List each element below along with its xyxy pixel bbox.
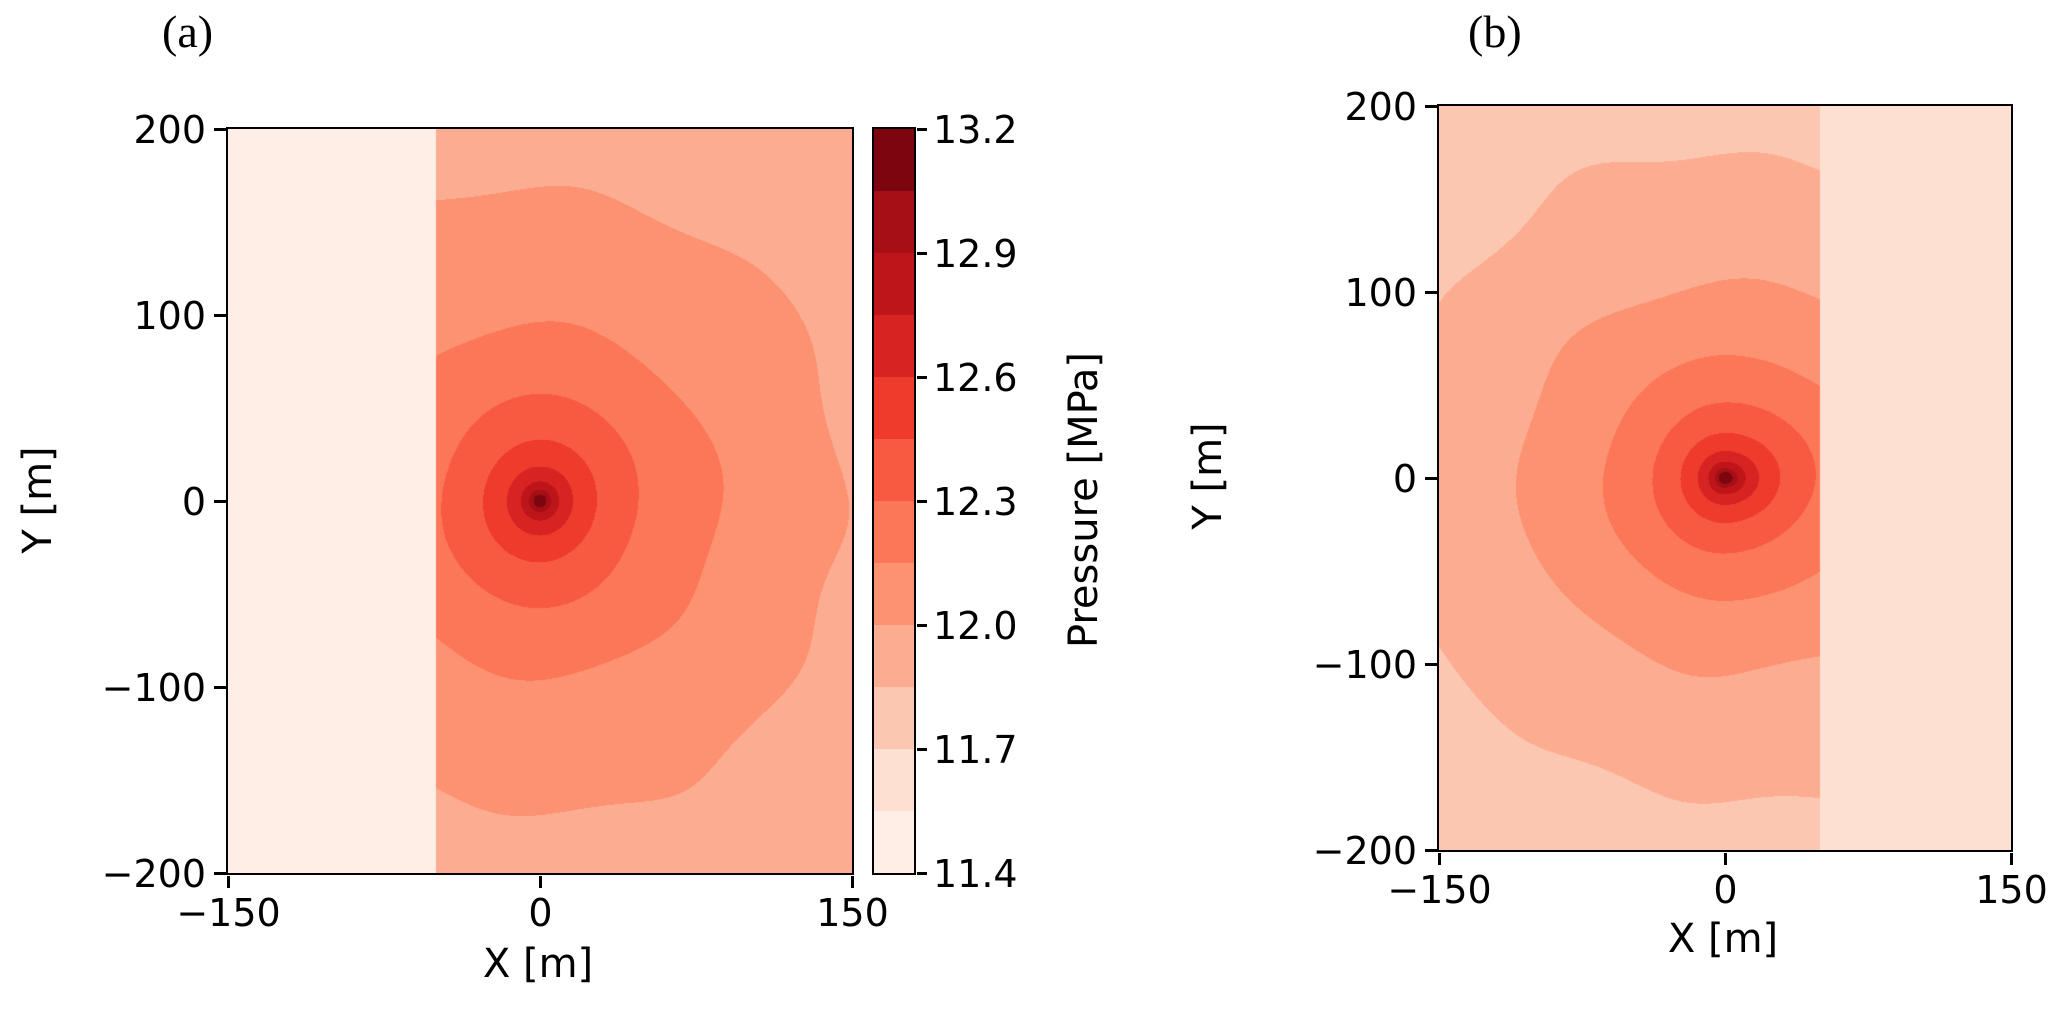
panel-a-axes (226, 127, 854, 875)
colorbar-band (874, 501, 914, 563)
colorbar-band (874, 439, 914, 501)
colorbar-tick-mark (917, 624, 927, 627)
y-tick-label: −200 (1312, 828, 1417, 873)
colorbar-band (874, 191, 914, 253)
colorbar-band (874, 687, 914, 749)
y-tick-label: −100 (101, 665, 206, 710)
y-tick-label: 200 (1344, 84, 1417, 129)
colorbar-band (874, 749, 914, 811)
y-tick-mark (214, 500, 226, 503)
x-tick-mark (1724, 853, 1727, 865)
y-tick-mark (214, 686, 226, 689)
y-tick-mark (1425, 291, 1437, 294)
x-tick-mark (539, 876, 542, 888)
colorbar-title: Pressure [MPa] (1061, 351, 1107, 649)
colorbar-tick-label: 11.7 (933, 727, 1018, 772)
y-tick-label: 100 (133, 293, 206, 338)
panel-a-label: (a) (162, 6, 214, 57)
colorbar-band (874, 377, 914, 439)
colorbar-tick-mark (917, 376, 927, 379)
colorbar-band (874, 625, 914, 687)
x-tick-label: 150 (816, 891, 889, 935)
x-tick-label: 0 (528, 891, 553, 935)
y-tick-label: 200 (133, 107, 206, 152)
colorbar-band (874, 253, 914, 315)
y-tick-mark (1425, 477, 1437, 480)
colorbar-band (874, 563, 914, 625)
colorbar (872, 127, 916, 875)
y-tick-label: 0 (181, 479, 206, 524)
y-tick-mark (214, 128, 226, 131)
colorbar-tick-mark (917, 252, 927, 255)
panel-a-contour-field (228, 129, 852, 873)
panel-b-axes (1437, 104, 2013, 852)
y-tick-label: −200 (101, 851, 206, 896)
y-tick-label: 0 (1392, 456, 1417, 501)
y-tick-mark (214, 314, 226, 317)
x-tick-label: 150 (1975, 868, 2048, 912)
colorbar-band (874, 811, 914, 873)
x-tick-label: −150 (176, 891, 281, 935)
panel-b-label: (b) (1468, 6, 1522, 57)
x-tick-mark (2010, 853, 2013, 865)
colorbar-tick-label: 11.4 (933, 851, 1018, 896)
y-tick-mark (1425, 663, 1437, 666)
colorbar-tick-mark (917, 500, 927, 503)
x-tick-mark (1438, 853, 1441, 865)
panel-a-yaxis-title: Y [m] (15, 446, 61, 554)
y-tick-label: −100 (1312, 642, 1417, 687)
colorbar-tick-label: 12.9 (933, 231, 1018, 276)
x-tick-label: −150 (1387, 868, 1492, 912)
x-tick-label: 0 (1713, 868, 1738, 912)
y-tick-mark (1425, 849, 1437, 852)
y-tick-mark (214, 872, 226, 875)
x-tick-mark (227, 876, 230, 888)
panel-b-xaxis-title: X [m] (1667, 916, 1779, 962)
colorbar-band (874, 315, 914, 377)
colorbar-tick-label: 13.2 (933, 107, 1018, 152)
panel-b-contour-field (1439, 106, 2011, 850)
panel-b-yaxis-title: Y [m] (1185, 422, 1231, 530)
colorbar-tick-mark (917, 748, 927, 751)
panel-a-xaxis-title: X [m] (482, 941, 594, 987)
y-tick-label: 100 (1344, 270, 1417, 315)
x-tick-mark (851, 876, 854, 888)
colorbar-tick-mark (917, 872, 927, 875)
colorbar-tick-label: 12.6 (933, 355, 1018, 400)
colorbar-tick-label: 12.0 (933, 603, 1018, 648)
colorbar-band (874, 129, 914, 191)
colorbar-tick-mark (917, 128, 927, 131)
y-tick-mark (1425, 105, 1437, 108)
colorbar-tick-label: 12.3 (933, 479, 1018, 524)
